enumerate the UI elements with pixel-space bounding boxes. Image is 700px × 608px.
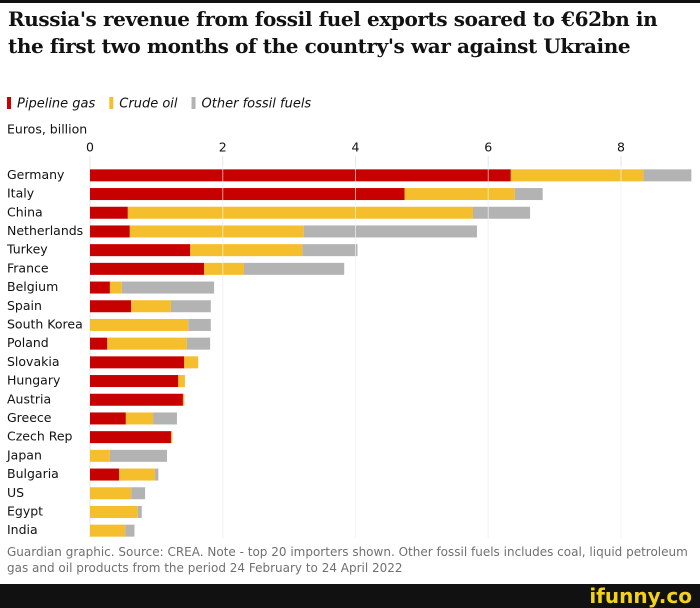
bar-segment (90, 281, 110, 294)
bar-segment (90, 300, 132, 313)
y-tick-label: Egypt (7, 503, 43, 518)
x-tick-label: 8 (617, 140, 625, 155)
axis-label: Euros, billion (7, 122, 87, 137)
y-tick-label: Turkey (6, 242, 48, 257)
legend-swatch (7, 97, 11, 109)
y-tick-label: Bulgaria (7, 466, 59, 481)
bar-segment (125, 412, 154, 425)
bar-segment (170, 300, 211, 313)
bar-segment (90, 412, 126, 425)
watermark: ifunny.co (589, 584, 692, 608)
bar-segment (404, 188, 515, 201)
y-tick-label: Japan (6, 447, 42, 462)
bar-segment (90, 225, 130, 238)
bar-segment (170, 431, 173, 444)
bar-segment (302, 244, 358, 257)
bar-segment (188, 318, 211, 331)
bar-segment (184, 356, 199, 369)
bar-segment (514, 188, 543, 201)
bar-segment (90, 468, 120, 481)
bar-segment (90, 449, 110, 462)
y-tick-label: Italy (7, 186, 35, 201)
bar-segment (109, 449, 167, 462)
y-tick-label: US (7, 485, 24, 500)
bar-segment (204, 262, 244, 275)
bar-segment (90, 262, 205, 275)
bar-segment (90, 375, 179, 388)
bar-segment (90, 393, 183, 406)
y-tick-label: Hungary (7, 373, 61, 388)
bar-segment (90, 505, 138, 518)
bar-segment (90, 431, 171, 444)
legend-swatch (191, 97, 196, 109)
bar-segment (472, 206, 531, 219)
y-tick-label: Poland (7, 335, 49, 350)
y-tick-label: Spain (7, 298, 42, 313)
chart-title: Russia's revenue from fossil fuel export… (8, 7, 658, 58)
x-tick-label: 6 (484, 140, 492, 155)
bar-segment (129, 225, 304, 238)
bar-segment (127, 206, 473, 219)
bar-segment (90, 169, 511, 182)
bar-segment (90, 487, 132, 500)
top-rule (0, 0, 700, 3)
bar-segment (125, 524, 135, 537)
legend-label: Crude oil (119, 97, 178, 112)
bar-segment (182, 393, 185, 406)
y-tick-label: China (7, 204, 43, 219)
bar-segment (510, 169, 644, 182)
watermark-bar: ifunny.co (0, 584, 700, 608)
bar-segment (131, 487, 146, 500)
y-tick-label: France (7, 260, 49, 275)
legend-label: Other fossil fuels (202, 97, 312, 112)
bar-segment (153, 412, 177, 425)
y-tick-label: Germany (7, 167, 65, 182)
bar-segment (137, 505, 142, 518)
y-tick-label: Greece (7, 410, 52, 425)
bar-segment (243, 262, 345, 275)
bar-segment (90, 356, 185, 369)
bar-segment (90, 524, 126, 537)
y-tick-label: Belgium (7, 279, 58, 294)
chart: Pipeline gas Crude oil Other fossil fuels E… (6, 97, 692, 538)
bar-segment (186, 337, 211, 350)
x-tick-label: 0 (86, 140, 94, 155)
footer-note: Guardian graphic. Source: CREA. Note - t… (7, 545, 688, 575)
y-tick-label: South Korea (7, 316, 83, 331)
bar-segment (90, 337, 108, 350)
legend-swatch (109, 97, 114, 109)
legend-label: Pipeline gas (17, 97, 96, 112)
bar-segment (131, 300, 171, 313)
bar-segment (109, 281, 122, 294)
bar-segment (90, 244, 191, 257)
bar-segment (90, 318, 189, 331)
x-tick-label: 2 (219, 140, 227, 155)
y-tick-label: Slovakia (7, 354, 59, 369)
bar-segment (90, 206, 128, 219)
x-tick-label: 4 (352, 140, 360, 155)
bar-segment (119, 468, 156, 481)
bar-segment (155, 468, 159, 481)
bar-segment (90, 188, 405, 201)
y-tick-label: Czech Rep (7, 429, 73, 444)
bar-segment (107, 337, 187, 350)
bar-segment (121, 281, 215, 294)
y-tick-label: India (7, 522, 38, 537)
bar-segment (190, 244, 303, 257)
bar-segment (303, 225, 477, 238)
y-tick-label: Netherlands (7, 223, 83, 238)
bar-segment (643, 169, 692, 182)
y-tick-label: Austria (7, 391, 51, 406)
bar-segment (178, 375, 185, 388)
